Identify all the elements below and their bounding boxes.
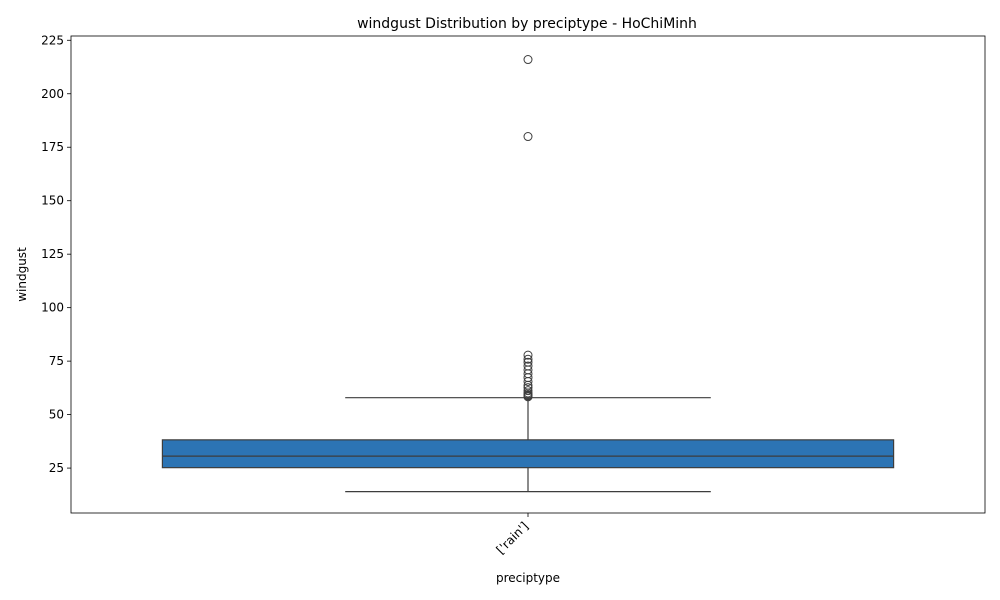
y-axis: 25 50 75 100 125 150 175 200 225: [41, 33, 71, 475]
y-tick-label: 100: [41, 301, 64, 315]
outlier-point: [523, 386, 533, 396]
iqr-box: [161, 439, 895, 469]
outlier-point: [523, 350, 533, 360]
y-tick-label: 25: [49, 461, 64, 475]
outlier-point: [523, 55, 533, 65]
outlier-point: [523, 383, 533, 393]
outlier-point: [523, 354, 533, 364]
x-axis-title: preciptype: [496, 571, 560, 585]
y-tick-label: 150: [41, 194, 64, 208]
y-tick-label: 175: [41, 140, 64, 154]
box-series: [161, 55, 895, 493]
y-tick-label: 200: [41, 87, 64, 101]
y-tick-label: 75: [49, 354, 64, 368]
outlier-point: [523, 361, 533, 371]
y-tick-label: 50: [49, 408, 64, 422]
y-axis-title: windgust: [15, 247, 29, 302]
chart-title: windgust Distribution by preciptype - Ho…: [357, 16, 697, 32]
x-axis: ['rain']: [494, 513, 532, 557]
y-tick-label: 225: [41, 33, 64, 47]
x-tick-label: ['rain']: [494, 519, 532, 557]
outlier-point: [523, 357, 533, 367]
y-tick-label: 125: [41, 247, 64, 261]
outlier-point: [523, 132, 533, 142]
